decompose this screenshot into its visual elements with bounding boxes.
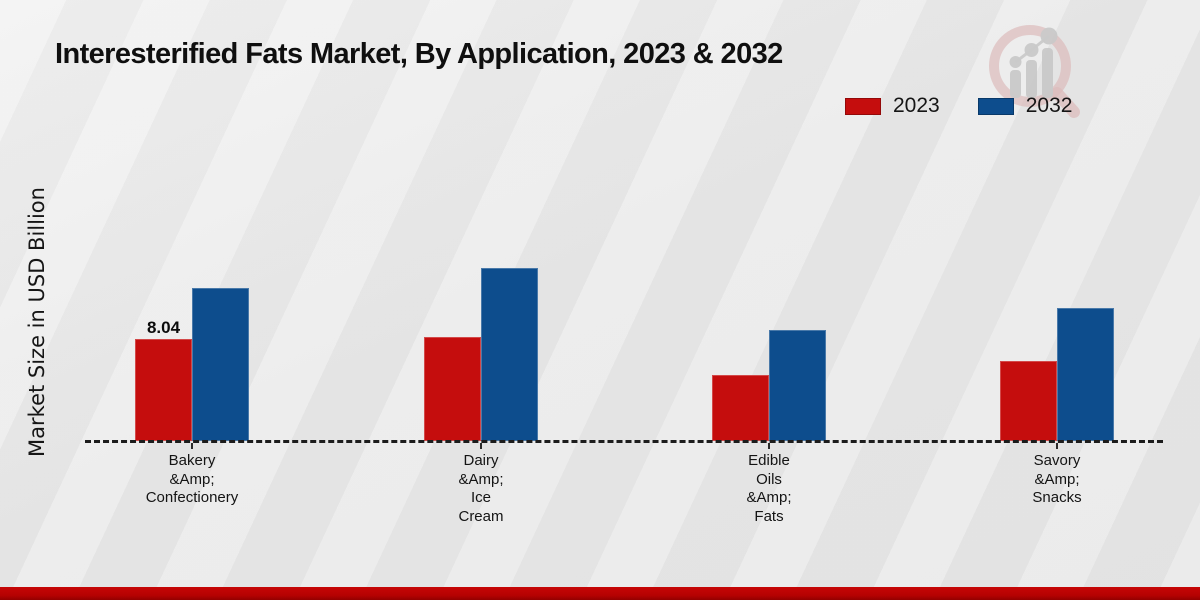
bar-2032-edible xyxy=(769,330,826,441)
footer-accent-bar xyxy=(0,587,1200,600)
axis-tick xyxy=(768,443,770,449)
axis-tick xyxy=(480,443,482,449)
category-label-savory: Savory &Amp; Snacks xyxy=(1032,452,1082,506)
bar-2032-bakery xyxy=(192,288,249,441)
bar-2032-dairy xyxy=(481,268,538,441)
bar-2023-dairy xyxy=(424,337,481,441)
magnifier-bar-chart-logo-icon xyxy=(989,25,1080,118)
legend: 2023 2032 xyxy=(845,94,1072,118)
legend-item-2032: 2032 xyxy=(977,94,1073,118)
bar-2023-savory xyxy=(1000,361,1057,441)
category-label-edible: Edible Oils &Amp; Fats xyxy=(746,452,792,525)
x-axis-baseline xyxy=(85,440,1163,443)
category-label-dairy: Dairy &Amp; Ice Cream xyxy=(458,452,504,525)
bar-2023-edible xyxy=(712,375,769,441)
axis-tick xyxy=(191,443,193,449)
legend-swatch-2032 xyxy=(977,97,1014,115)
legend-label-2032: 2032 xyxy=(1025,94,1073,117)
legend-item-2023: 2023 xyxy=(845,94,940,118)
chart-title: Interesterified Fats Market, By Applicat… xyxy=(55,38,783,70)
bar-value-label: 8.04 xyxy=(146,318,181,337)
axis-tick xyxy=(1056,443,1058,449)
bar-2023-bakery xyxy=(135,339,192,441)
bar-2032-savory xyxy=(1057,308,1114,441)
category-label-bakery: Bakery &Amp; Confectionery xyxy=(145,452,239,506)
legend-label-2023: 2023 xyxy=(893,94,940,117)
legend-swatch-2023 xyxy=(845,97,881,115)
